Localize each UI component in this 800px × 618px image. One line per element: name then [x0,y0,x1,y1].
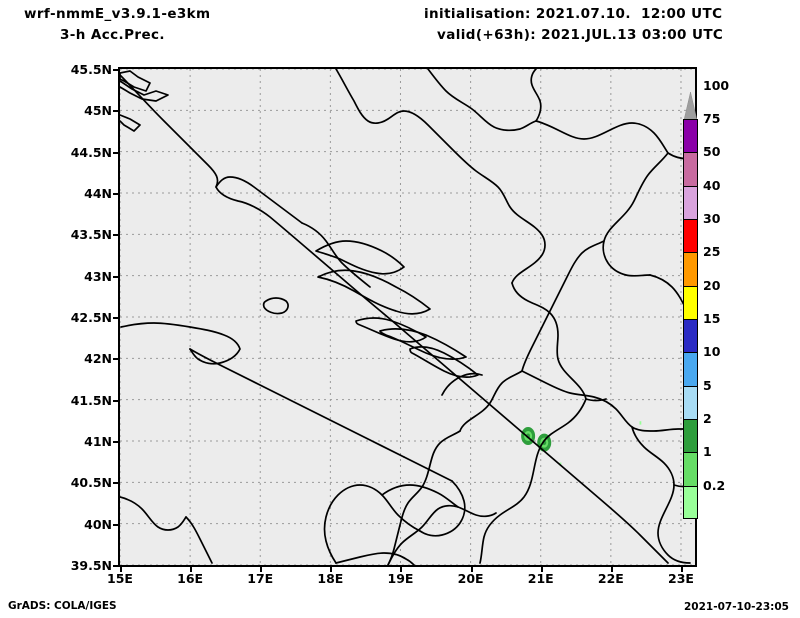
x-axis-tick-label: 23E [668,571,694,586]
colorbar-level-label: 15 [703,311,721,326]
y-axis-tick-mark [113,275,118,278]
x-axis-tick-label: 21E [527,571,554,586]
colorbar-level-label: 1 [703,444,712,460]
x-axis-tick-mark [610,567,613,572]
colorbar-level-label: 100 [703,77,730,93]
colorbar-level-label: 75 [703,111,721,126]
colorbar-band [683,119,698,153]
y-axis-tick-label: 43.5N [70,227,112,243]
colorbar-band [683,252,698,286]
y-axis-tick-mark [113,441,118,443]
model-name-label: wrf-nmmE_v3.9.1-e3km [24,6,211,22]
x-axis-tick-mark [120,567,122,572]
colorbar-level-label: 25 [703,244,721,260]
y-axis-tick-label: 44.5N [70,144,112,160]
render-timestamp-label: 2021-07-10-23:05 [684,601,789,613]
y-axis-tick-mark [113,193,118,195]
map-clip [120,69,695,565]
colorbar-level-label: 20 [703,277,721,293]
colorbar-band [683,152,698,186]
colorbar-band [683,185,698,219]
map-plot-area [118,67,697,567]
colorbar-level-label: 30 [703,211,721,226]
x-axis-tick-label: 16E [177,571,204,586]
y-axis-tick-label: 44N [84,186,112,201]
coastlines-and-borders [120,69,695,565]
y-axis-tick-label: 41.5N [70,392,112,408]
x-axis-tick-mark [540,567,543,572]
y-axis-tick-label: 43N [84,268,112,284]
field-name-label: 3-h Acc.Prec. [60,27,165,43]
y-axis-tick-label: 42.5N [70,310,112,325]
y-axis-tick-mark [113,523,118,526]
x-axis-tick-mark [260,567,263,572]
x-axis-tick-label: 22E [597,571,624,586]
x-axis-tick-label: 19E [387,571,414,586]
precipitation-layer [521,421,642,466]
y-axis-tick-mark [113,234,118,237]
colorbar-level-label: 0.2 [703,477,726,493]
x-axis-tick-mark [470,567,473,572]
colorbar [683,119,698,519]
grads-credit-label: GrADS: COLA/IGES [8,600,117,612]
colorbar-overflow-arrow [683,92,698,120]
y-axis-tick-label: 39.5N [70,558,112,573]
y-axis-tick-mark [113,317,118,319]
y-axis-tick-mark [113,151,118,154]
colorbar-level-label: 2 [703,411,712,426]
y-axis-tick-label: 41N [84,434,112,449]
colorbar-band [683,219,698,253]
colorbar-level-label: 40 [703,177,721,193]
y-axis-tick-mark [113,69,118,71]
y-axis-tick-label: 42N [84,351,112,367]
colorbar-band [683,352,698,386]
colorbar-band [683,452,698,486]
colorbar-band [683,285,698,319]
gridlines [120,69,695,565]
x-axis-tick-mark [680,567,683,572]
y-axis-tick-mark [113,110,118,113]
colorbar-level-label: 10 [703,344,721,360]
colorbar-band [683,319,698,353]
colorbar-band [683,385,698,419]
valid-time-label: valid(+63h): 2021.JUL.13 03:00 UTC [437,27,724,43]
x-axis-tick-mark [190,567,193,572]
colorbar-level-label: 5 [703,377,712,393]
x-axis-tick-label: 15E [107,571,133,586]
initialisation-label: initialisation: 2021.07.10. 12:00 UTC [424,6,723,22]
colorbar-band [683,485,698,519]
colorbar-level-label: 50 [703,144,721,160]
y-axis-tick-mark [113,358,118,361]
y-axis-tick-label: 45.5N [70,62,112,77]
x-axis-tick-label: 18E [317,571,344,586]
y-axis-tick-label: 40N [84,516,112,532]
colorbar-band [683,419,698,453]
y-axis-tick-label: 40.5N [70,475,112,491]
y-axis-tick-mark [113,399,118,402]
x-axis-tick-label: 17E [247,571,274,586]
x-axis-tick-mark [330,567,333,572]
map-vector-layer [120,69,695,565]
x-axis-tick-mark [400,567,403,572]
y-axis-tick-mark [113,482,118,485]
y-axis-tick-mark [113,565,118,567]
x-axis-tick-label: 20E [457,571,484,586]
y-axis-tick-label: 45N [84,103,112,119]
